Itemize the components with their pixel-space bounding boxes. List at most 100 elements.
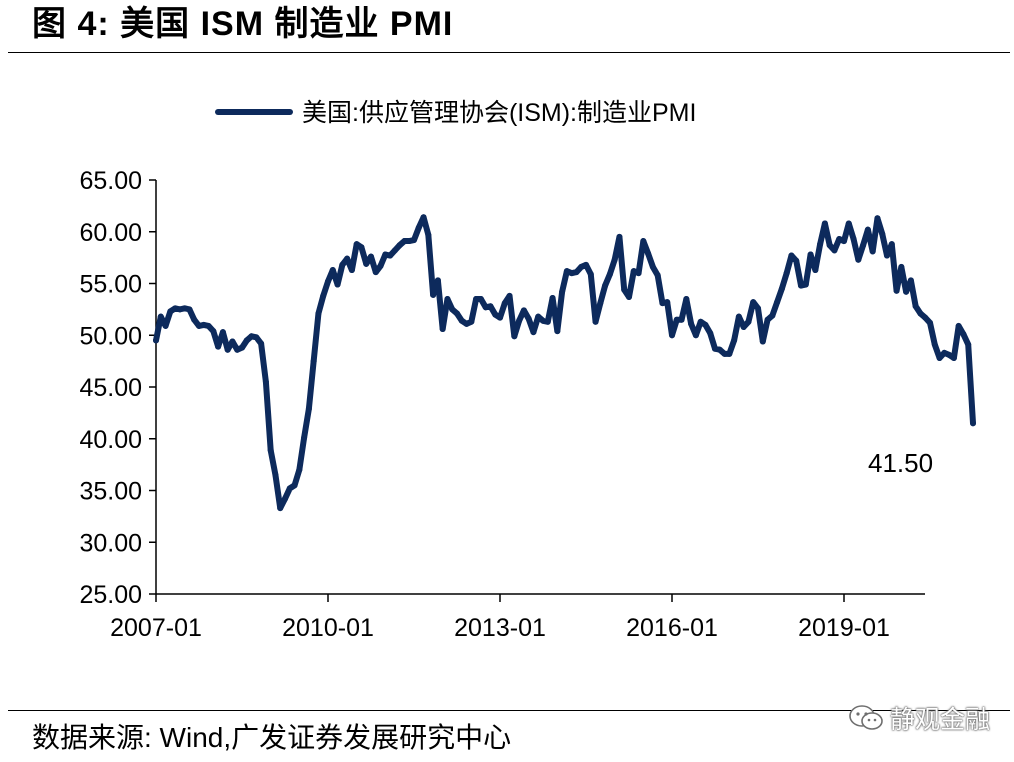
- data-point: [731, 337, 738, 344]
- data-point: [697, 318, 704, 325]
- data-point: [272, 471, 279, 478]
- data-point: [664, 299, 671, 306]
- data-point: [501, 300, 508, 307]
- data-point: [568, 270, 575, 277]
- watermark: 静观金融: [848, 700, 990, 736]
- data-point: [449, 306, 456, 313]
- chart-legend: 美国:供应管理协会(ISM):制造业PMI: [215, 99, 696, 127]
- data-point: [368, 253, 374, 260]
- data-point: [520, 307, 527, 314]
- data-point: [234, 346, 241, 353]
- data-point: [315, 310, 322, 317]
- data-point: [181, 305, 188, 312]
- data-point: [721, 350, 728, 357]
- title-rule: [8, 52, 1010, 53]
- x-tick-label: 2016-01: [626, 614, 718, 642]
- data-point: [583, 261, 589, 268]
- data-point: [344, 255, 351, 262]
- data-point: [970, 420, 976, 427]
- data-points: [153, 214, 976, 512]
- data-point: [955, 322, 962, 329]
- data-point: [310, 358, 317, 365]
- data-point: [334, 281, 341, 288]
- data-point: [826, 242, 833, 249]
- data-point: [301, 434, 308, 441]
- data-point: [573, 269, 580, 276]
- data-point: [444, 296, 451, 303]
- wechat-icon: [849, 705, 883, 730]
- data-point: [673, 316, 680, 323]
- data-point: [893, 287, 900, 294]
- y-axis: 25.00 30.00 35.00 40.00 45.00 50.00 55.00 60.00…: [79, 167, 157, 609]
- data-point: [821, 220, 828, 227]
- data-point: [191, 316, 198, 323]
- data-point: [798, 282, 804, 289]
- data-point: [458, 317, 465, 324]
- series-layer: [153, 214, 976, 512]
- x-tick-label: 2019-01: [798, 614, 890, 642]
- data-point: [869, 248, 876, 255]
- data-point: [339, 261, 346, 268]
- data-point: [329, 267, 336, 274]
- data-point: [157, 313, 164, 320]
- data-point: [712, 345, 718, 352]
- last-value-label: 41.50: [868, 448, 933, 478]
- data-point: [884, 252, 890, 259]
- x-tick-label: 2007-01: [110, 614, 202, 642]
- data-point: [563, 268, 570, 275]
- x-tick-label: 2010-01: [282, 614, 374, 642]
- data-point: [750, 299, 757, 306]
- data-point: [196, 322, 202, 329]
- data-point: [477, 296, 484, 303]
- data-point: [544, 318, 551, 325]
- data-point: [372, 269, 379, 276]
- source-note: 数据来源: Wind,广发证券发展研究中心: [32, 722, 512, 753]
- x-tick-label: 2013-01: [454, 614, 546, 642]
- data-point: [640, 238, 647, 245]
- data-point: [611, 256, 618, 263]
- data-point: [348, 267, 355, 274]
- data-point: [377, 262, 384, 269]
- data-point: [239, 344, 245, 351]
- data-point: [688, 320, 695, 327]
- data-point: [200, 321, 207, 328]
- data-point: [229, 338, 236, 345]
- data-point: [420, 214, 427, 221]
- data-point: [626, 293, 632, 300]
- data-point: [855, 256, 862, 263]
- data-point: [941, 349, 948, 356]
- data-point: [358, 244, 365, 251]
- data-point: [210, 328, 217, 335]
- data-point: [439, 326, 446, 333]
- data-point: [262, 378, 269, 385]
- data-point: [434, 277, 441, 284]
- y-tick-label: 50.00: [79, 322, 142, 350]
- data-point: [506, 292, 513, 299]
- data-point: [473, 296, 480, 303]
- data-point: [320, 292, 327, 299]
- data-point: [802, 281, 809, 288]
- data-point: [454, 310, 460, 317]
- data-point: [860, 242, 867, 249]
- data-point: [487, 303, 494, 310]
- data-point: [836, 236, 843, 242]
- data-point: [936, 355, 943, 362]
- data-point: [578, 263, 585, 270]
- data-point: [291, 482, 298, 489]
- data-point: [305, 405, 312, 412]
- data-point: [253, 334, 260, 341]
- y-tick-label: 65.00: [79, 167, 142, 195]
- data-point: [243, 337, 250, 344]
- data-point: [755, 305, 761, 312]
- y-tick-label: 45.00: [79, 374, 142, 402]
- data-point: [363, 260, 370, 267]
- data-point: [960, 331, 967, 338]
- data-point: [927, 319, 933, 326]
- data-point: [282, 495, 288, 502]
- data-point: [415, 224, 422, 231]
- data-point: [587, 271, 594, 278]
- data-point: [425, 231, 432, 238]
- data-point: [411, 237, 417, 244]
- data-point: [559, 288, 566, 295]
- data-point: [296, 466, 303, 473]
